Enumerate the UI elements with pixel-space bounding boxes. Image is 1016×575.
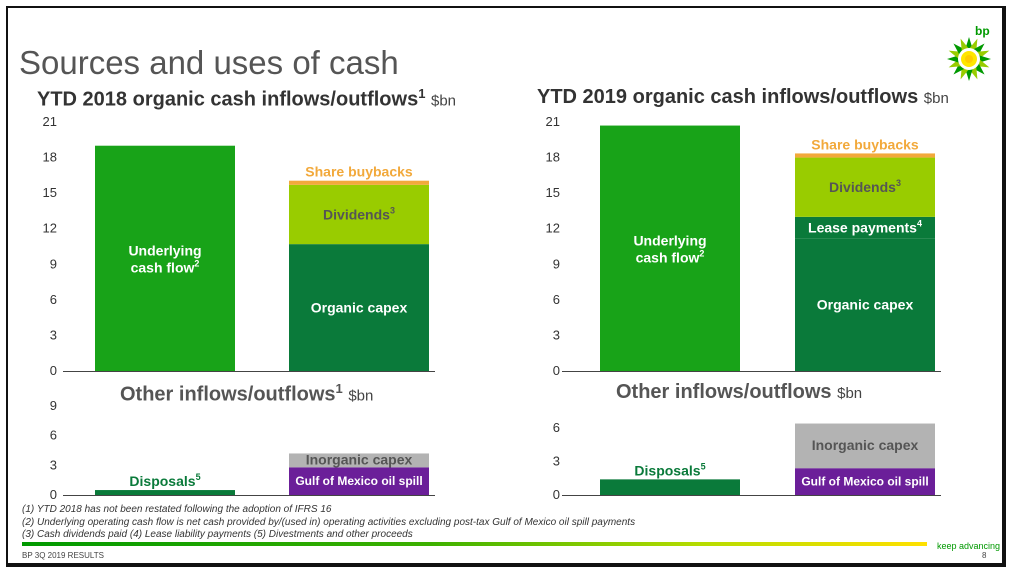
y-tick-label: 18 — [546, 150, 560, 165]
y-tick-label: 6 — [50, 428, 57, 443]
bar-segment-underlying-cash-flow — [600, 125, 740, 371]
y-tick-label: 18 — [43, 150, 57, 165]
y-tick-label: 6 — [553, 420, 560, 435]
data-label: Disposals5 — [129, 472, 200, 489]
bar-segment-share-buybacks — [795, 153, 935, 158]
y-tick-label: 0 — [50, 363, 57, 378]
y-tick-label: 6 — [553, 292, 560, 307]
data-label: Organic capex — [817, 297, 914, 313]
y-tick-label: 9 — [50, 398, 57, 413]
footnotes: (1) YTD 2018 has not been restated follo… — [22, 504, 635, 542]
bar-segment-lease-payments — [795, 216, 935, 239]
y-tick-label: 9 — [553, 256, 560, 271]
tagline: keep advancing — [937, 541, 1001, 551]
data-label: Share buybacks — [811, 136, 919, 152]
right-chart-heading: YTD 2019 organic cash inflows/outflows $… — [537, 86, 949, 108]
slide-title: Sources and uses of cash — [19, 44, 399, 81]
data-label: Disposals5 — [634, 461, 705, 478]
bar-segment-inorganic-capex — [289, 453, 429, 468]
data-label: cash flow2 — [131, 258, 200, 275]
y-tick-label: 3 — [50, 327, 57, 342]
data-label: Underlying — [633, 232, 706, 248]
y-tick-label: 15 — [43, 185, 57, 200]
bar-segment-inorganic-capex — [795, 423, 935, 469]
y-tick-label: 9 — [50, 256, 57, 271]
page-number: 8 — [982, 551, 987, 560]
bar-segment-disposals — [95, 490, 235, 495]
data-label: Inorganic capex — [812, 437, 919, 453]
bar-segment-disposals — [600, 479, 740, 495]
y-tick-label: 0 — [553, 363, 560, 378]
right-other-heading: Other inflows/outflows $bn — [616, 381, 863, 403]
data-label: Dividends3 — [829, 178, 901, 195]
data-label: Share buybacks — [305, 164, 413, 180]
y-tick-label: 12 — [546, 221, 560, 236]
left-chart-heading: YTD 2018 organic cash inflows/outflows1 … — [37, 86, 457, 111]
y-tick-label: 3 — [553, 454, 560, 469]
y-tick-label: 12 — [43, 221, 57, 236]
bar-segment-organic-capex — [289, 244, 429, 371]
bar-segment-gulf-of-mexico-oil-spill — [289, 467, 429, 495]
footer-gradient-rule — [22, 542, 927, 546]
y-tick-label: 21 — [43, 114, 57, 129]
footer-source: BP 3Q 2019 RESULTS — [22, 551, 104, 560]
y-tick-label: 6 — [50, 292, 57, 307]
data-label: Gulf of Mexico oil spill — [801, 475, 928, 489]
y-tick-label: 21 — [546, 114, 560, 129]
bar-segment-organic-capex — [795, 238, 935, 371]
bar-segment-dividends — [289, 184, 429, 245]
y-tick-label: 3 — [50, 457, 57, 472]
bp-helios-logo-icon — [947, 37, 991, 81]
bar-segment-gulf-of-mexico-oil-spill — [795, 468, 935, 495]
y-tick-label: 3 — [553, 327, 560, 342]
y-tick-label: 0 — [50, 487, 57, 502]
data-label: Organic capex — [311, 300, 408, 316]
bar-segment-underlying-cash-flow — [95, 145, 235, 371]
y-tick-label: 15 — [546, 185, 560, 200]
data-label: Inorganic capex — [306, 451, 413, 467]
footnote-3: (3) Cash dividends paid (4) Lease liabil… — [22, 529, 413, 540]
data-label: Lease payments4 — [808, 219, 922, 236]
data-label: cash flow2 — [636, 248, 705, 265]
footnote-2: (2) Underlying operating cash flow is ne… — [22, 516, 636, 528]
bp-logo-text: bp — [975, 24, 990, 38]
data-label: Dividends3 — [323, 205, 395, 222]
bar-segment-dividends — [795, 157, 935, 217]
left-other-heading: Other inflows/outflows1 $bn — [120, 381, 374, 406]
bar-segment-share-buybacks — [289, 180, 429, 185]
data-label: Underlying — [128, 242, 201, 258]
data-label: Gulf of Mexico oil spill — [295, 474, 422, 488]
y-tick-label: 0 — [553, 487, 560, 502]
footnote-1: (1) YTD 2018 has not been restated follo… — [22, 504, 332, 515]
